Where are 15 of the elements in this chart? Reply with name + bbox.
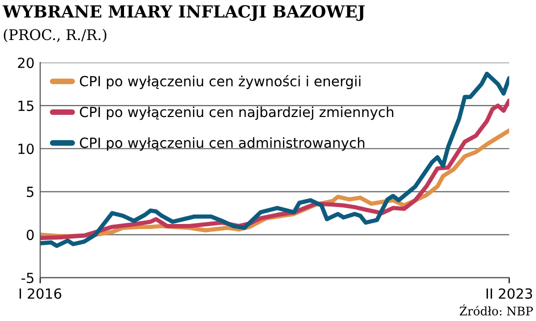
- y-tick-label: 0: [26, 230, 34, 240]
- y-tick-label: 5: [26, 186, 34, 198]
- legend-label: CPI po wyłączeniu cen żywności i energii: [80, 75, 360, 90]
- x-tick-label: II 2023: [486, 288, 532, 299]
- legend-label: CPI po wyłączeniu cen najbardziej zmiennych: [80, 106, 394, 120]
- y-tick-label: 10: [18, 144, 34, 154]
- chart-subtitle: (PROC., R./R.): [4, 28, 106, 42]
- chart-title: WYBRANE MIARY INFLACJI BAZOWEJ: [2, 5, 365, 21]
- y-tick-label: 20: [18, 58, 34, 68]
- text: Źródło: NBP: [460, 304, 533, 316]
- line-series: [40, 72, 510, 248]
- y-tick-label: 15: [18, 100, 34, 112]
- y-tick-label: -5: [21, 272, 34, 284]
- legend-label: CPI po wyłączeniu cen administrowanych: [80, 137, 364, 151]
- x-tick-label: I 2016: [20, 288, 62, 299]
